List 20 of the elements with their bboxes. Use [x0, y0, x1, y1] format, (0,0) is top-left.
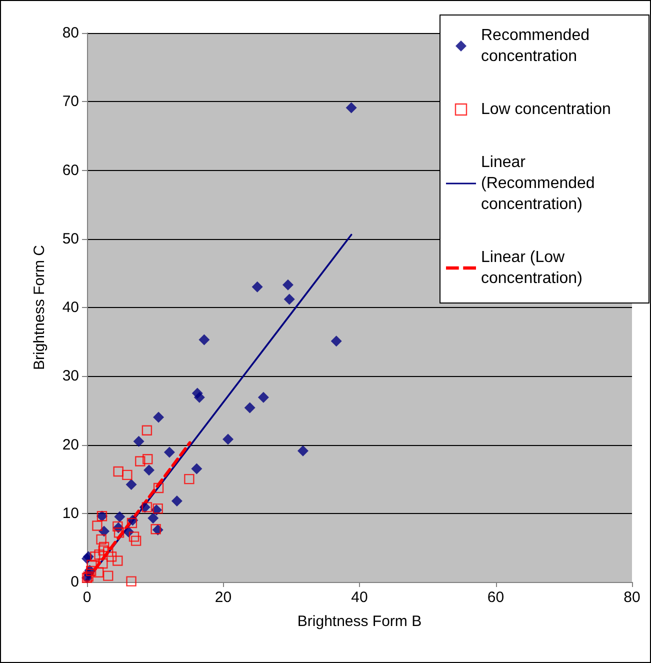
y-tick-label: 30: [62, 368, 79, 385]
x-tick-label: 60: [487, 589, 504, 606]
x-axis-title: Brightness Form B: [297, 613, 422, 630]
y-tick-label: 0: [70, 574, 79, 590]
x-tick-label: 0: [82, 589, 92, 606]
legend-label: Linear (Recommended concentration): [481, 154, 600, 213]
legend-label: Recommended concentration: [481, 27, 594, 65]
y-tick-label: 60: [62, 162, 79, 179]
legend-label: Linear (Low concentration): [481, 249, 582, 287]
x-tick-label: 20: [214, 589, 232, 606]
y-tick-label: 70: [62, 93, 79, 110]
x-tick-label: 40: [351, 589, 368, 606]
y-tick-label: 20: [62, 436, 79, 454]
y-tick-label: 40: [62, 299, 79, 316]
y-tick-label: 50: [62, 230, 79, 248]
y-axis-title: Brightness Form C: [31, 244, 48, 370]
legend-label: Low concentration: [481, 101, 611, 118]
y-tick-label: 10: [62, 504, 79, 522]
y-tick-label: 80: [62, 24, 79, 42]
x-tick-label: 80: [624, 589, 640, 606]
